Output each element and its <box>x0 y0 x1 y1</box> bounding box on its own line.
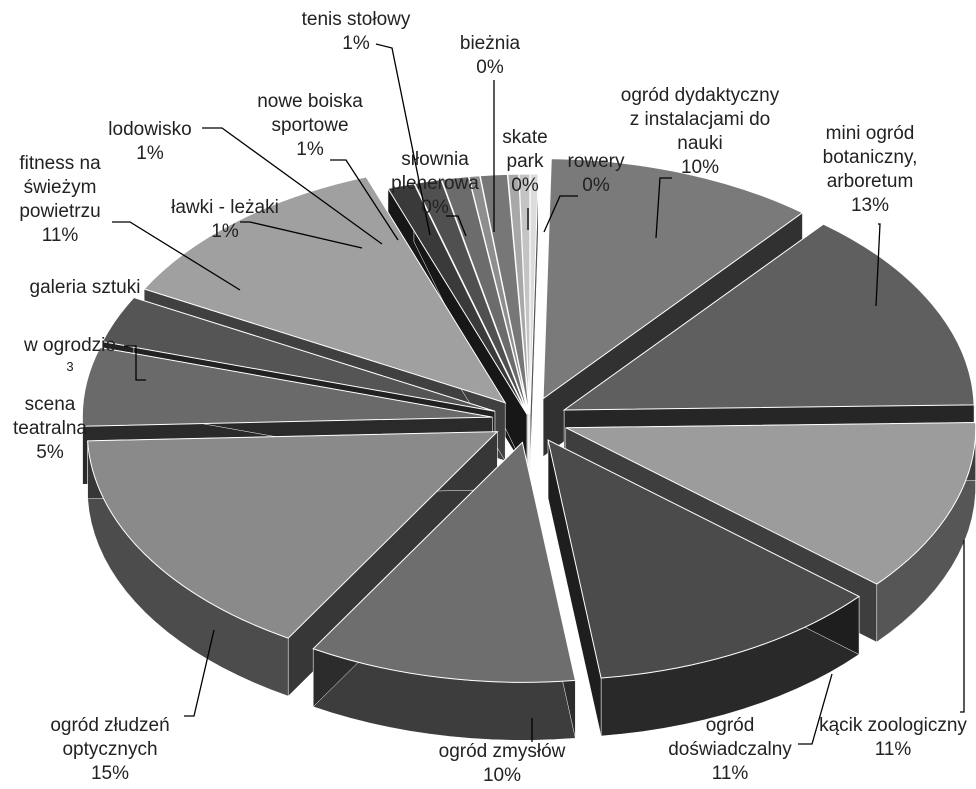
label-tenis: tenis stołowy 1% <box>301 9 411 54</box>
label-kacik-zoologiczny: kącik zoologiczny 11% <box>819 715 967 760</box>
label-skate-park: skate park 0% <box>502 127 548 196</box>
slice-fitness <box>143 176 507 404</box>
slice-lawki-lezaki <box>387 183 528 415</box>
label-lawki: ławki - leżaki 1% <box>171 197 279 242</box>
slice-ogrod-zmyslow <box>312 441 576 683</box>
leader-mini <box>875 223 881 307</box>
slice-galeria-w-ogrodzie <box>101 296 496 412</box>
slice-scena-teatralna <box>81 346 493 427</box>
label-w-ogrodzie: w ogrodzie 3 <box>24 335 116 374</box>
leader-w-ogrodzie <box>124 345 146 381</box>
leader-rowery <box>543 195 578 233</box>
label-mini-ogrod: mini ogród botaniczny, arboretum 13% <box>822 123 918 216</box>
leader-tenis <box>375 43 431 236</box>
label-rowery: rowery 0% <box>567 151 625 196</box>
slice-lodowisko <box>413 179 529 415</box>
leader-lawki <box>240 221 363 249</box>
leader-doswiadczalny <box>798 673 833 745</box>
slice-rowery <box>529 173 539 415</box>
leader-fitness <box>112 221 241 291</box>
label-ogrod-doswiadczalny: ogród doświadczalny 11% <box>668 715 792 784</box>
label-ogrod-zmyslow: ogród zmysłów 10% <box>438 741 566 786</box>
slice-ogrod-dydaktyczny <box>542 158 804 400</box>
label-galeria-sztuki: galeria sztuki <box>29 277 141 298</box>
leader-lines <box>112 43 965 745</box>
label-lodowisko: lodowisko 1% <box>108 119 192 164</box>
label-scena: scena teatralna 5% <box>13 394 87 463</box>
label-fitness: fitness na świeżym powietrzu 11% <box>19 153 101 246</box>
label-silownia: siłownia plenerowa 0% <box>391 149 479 218</box>
slice-ogrod-zludzen <box>87 431 499 639</box>
label-ogrod-zludzen: ogród złudzeń optycznych 15% <box>50 715 170 784</box>
slice-skate-park <box>518 173 531 415</box>
leader-nowe-boiska <box>330 159 399 241</box>
leader-lodowisko <box>202 127 383 245</box>
leader-dydaktyczny <box>655 177 672 239</box>
label-bieznia: bieżnia 0% <box>459 33 521 78</box>
label-ogrod-dydaktyczny: ogród dydaktyczny z instalacjami do nauk… <box>620 85 780 178</box>
pie-tops <box>81 158 976 683</box>
label-nowe-boiska: nowe boiska sportowe 1% <box>257 91 363 160</box>
leader-zludzen <box>184 629 215 717</box>
slice-mini-ogrod-botaniczny <box>562 223 975 411</box>
slice-ogrod-doswiadczalny <box>547 439 861 679</box>
leader-kacik <box>960 540 965 713</box>
leader-silownia <box>446 215 467 237</box>
slice-kacik-zoologiczny <box>565 422 976 585</box>
